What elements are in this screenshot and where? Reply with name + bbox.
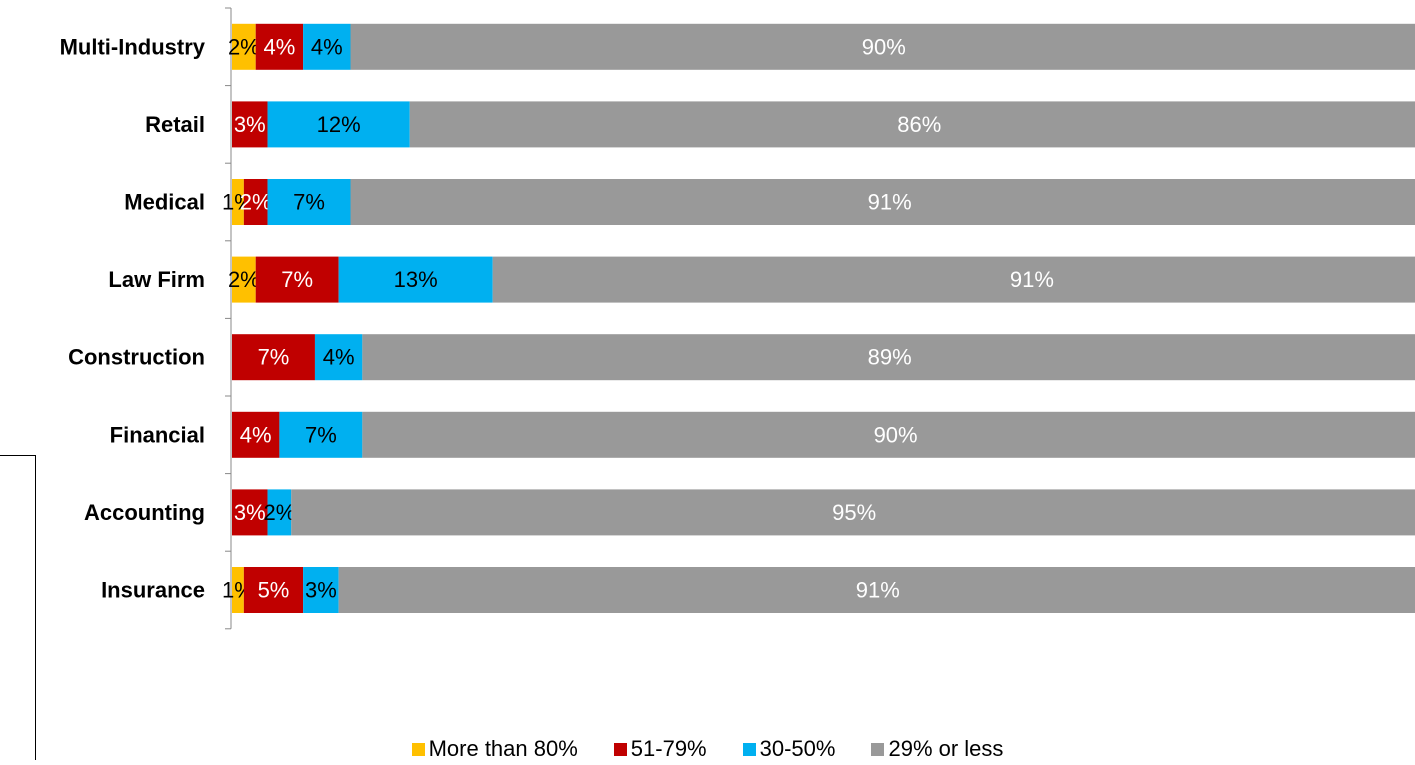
category-label-financial: Financial (110, 422, 205, 447)
legend-label: 30-50% (759, 736, 836, 761)
category-label-law-firm: Law Firm (108, 267, 205, 292)
data-label-30-50-multi-industry: 4% (311, 34, 343, 59)
bar-30-50-construction (314, 334, 363, 381)
data-label-51-79-construction: 7% (258, 345, 290, 370)
bar-30-50-insurance (303, 567, 339, 613)
bar-30-50-medical (267, 179, 351, 225)
bar-30-50-accounting (267, 489, 292, 536)
bar-more-than-80-medical (232, 179, 244, 225)
data-label-51-79-retail: 3% (234, 112, 266, 137)
bar-30-50-retail (267, 101, 410, 148)
data-label-29-or-less-retail: 86% (897, 112, 941, 137)
bar-51-79-multi-industry (255, 23, 304, 70)
data-label-30-50-medical: 7% (293, 190, 325, 215)
legend-swatch (411, 742, 425, 756)
bar-29-or-less-accounting (291, 489, 1415, 536)
data-label-29-or-less-financial: 90% (874, 422, 918, 447)
bar-51-79-financial (232, 411, 280, 458)
data-label-29-or-less-insurance: 91% (856, 578, 900, 603)
data-label-29-or-less-law-firm: 91% (1010, 267, 1054, 292)
category-label-retail: Retail (145, 112, 205, 137)
bar-30-50-multi-industry (303, 23, 351, 70)
category-label-accounting: Accounting (84, 500, 205, 525)
bar-51-79-medical (243, 179, 268, 225)
data-label-29-or-less-medical: 91% (868, 190, 912, 215)
data-label-more-than-80-law-firm: 2% (228, 267, 260, 292)
bar-29-or-less-multi-industry (350, 23, 1415, 70)
bar-29-or-less-construction (362, 334, 1415, 381)
bar-30-50-financial (279, 411, 363, 458)
data-label-51-79-multi-industry: 4% (264, 34, 296, 59)
data-label-30-50-accounting: 2% (264, 500, 296, 525)
bar-more-than-80-law-firm (232, 256, 256, 303)
legend-swatch (742, 742, 756, 756)
bar-29-or-less-medical (350, 179, 1415, 225)
data-label-51-79-financial: 4% (240, 422, 272, 447)
legend: More than 80% 51-79% 30-50% 29% or less (0, 736, 1415, 762)
legend-label: 51-79% (630, 736, 707, 761)
data-label-51-79-law-firm: 7% (281, 267, 313, 292)
bar-more-than-80-insurance (232, 567, 244, 613)
legend-label: More than 80% (428, 736, 578, 761)
data-label-30-50-law-firm: 13% (394, 267, 438, 292)
legend-item-more-than-80: More than 80% (411, 736, 578, 762)
data-label-29-or-less-accounting: 95% (832, 500, 876, 525)
legend-swatch (613, 742, 627, 756)
legend-item-30-50: 30-50% (742, 736, 836, 762)
data-label-more-than-80-multi-industry: 2% (228, 34, 260, 59)
bar-51-79-law-firm (255, 256, 339, 303)
legend-label: 29% or less (888, 736, 1004, 761)
legend-swatch (871, 742, 885, 756)
bar-29-or-less-financial (362, 411, 1415, 458)
bar-29-or-less-retail (409, 101, 1415, 148)
data-label-51-79-medical: 2% (240, 190, 272, 215)
data-label-30-50-construction: 4% (323, 345, 355, 370)
stacked-bar-chart: Multi-Industry 2% 4% 4% 90%Retail 3% 12% 86%Med… (60, 7, 1415, 630)
data-label-29-or-less-construction: 89% (868, 345, 912, 370)
data-label-51-79-accounting: 3% (234, 500, 266, 525)
data-label-30-50-retail: 12% (317, 112, 361, 137)
data-label-51-79-insurance: 5% (258, 578, 290, 603)
category-label-medical: Medical (124, 190, 205, 215)
bar-29-or-less-law-firm (492, 256, 1415, 303)
legend-item-51-79: 51-79% (613, 736, 707, 762)
frame-border (0, 455, 36, 760)
bar-51-79-construction (232, 334, 315, 381)
bar-51-79-retail (232, 101, 268, 148)
bar-30-50-law-firm (338, 256, 493, 303)
bar-29-or-less-insurance (338, 567, 1415, 613)
data-label-29-or-less-multi-industry: 90% (862, 34, 906, 59)
data-label-30-50-insurance: 3% (305, 578, 337, 603)
category-label-multi-industry: Multi-Industry (60, 34, 206, 59)
category-label-insurance: Insurance (101, 578, 205, 603)
bar-more-than-80-multi-industry (232, 23, 256, 70)
legend-item-29-or-less: 29% or less (871, 736, 1003, 762)
category-label-construction: Construction (68, 345, 205, 370)
data-label-30-50-financial: 7% (305, 422, 337, 447)
bar-51-79-accounting (232, 489, 268, 536)
bar-51-79-insurance (243, 567, 304, 613)
